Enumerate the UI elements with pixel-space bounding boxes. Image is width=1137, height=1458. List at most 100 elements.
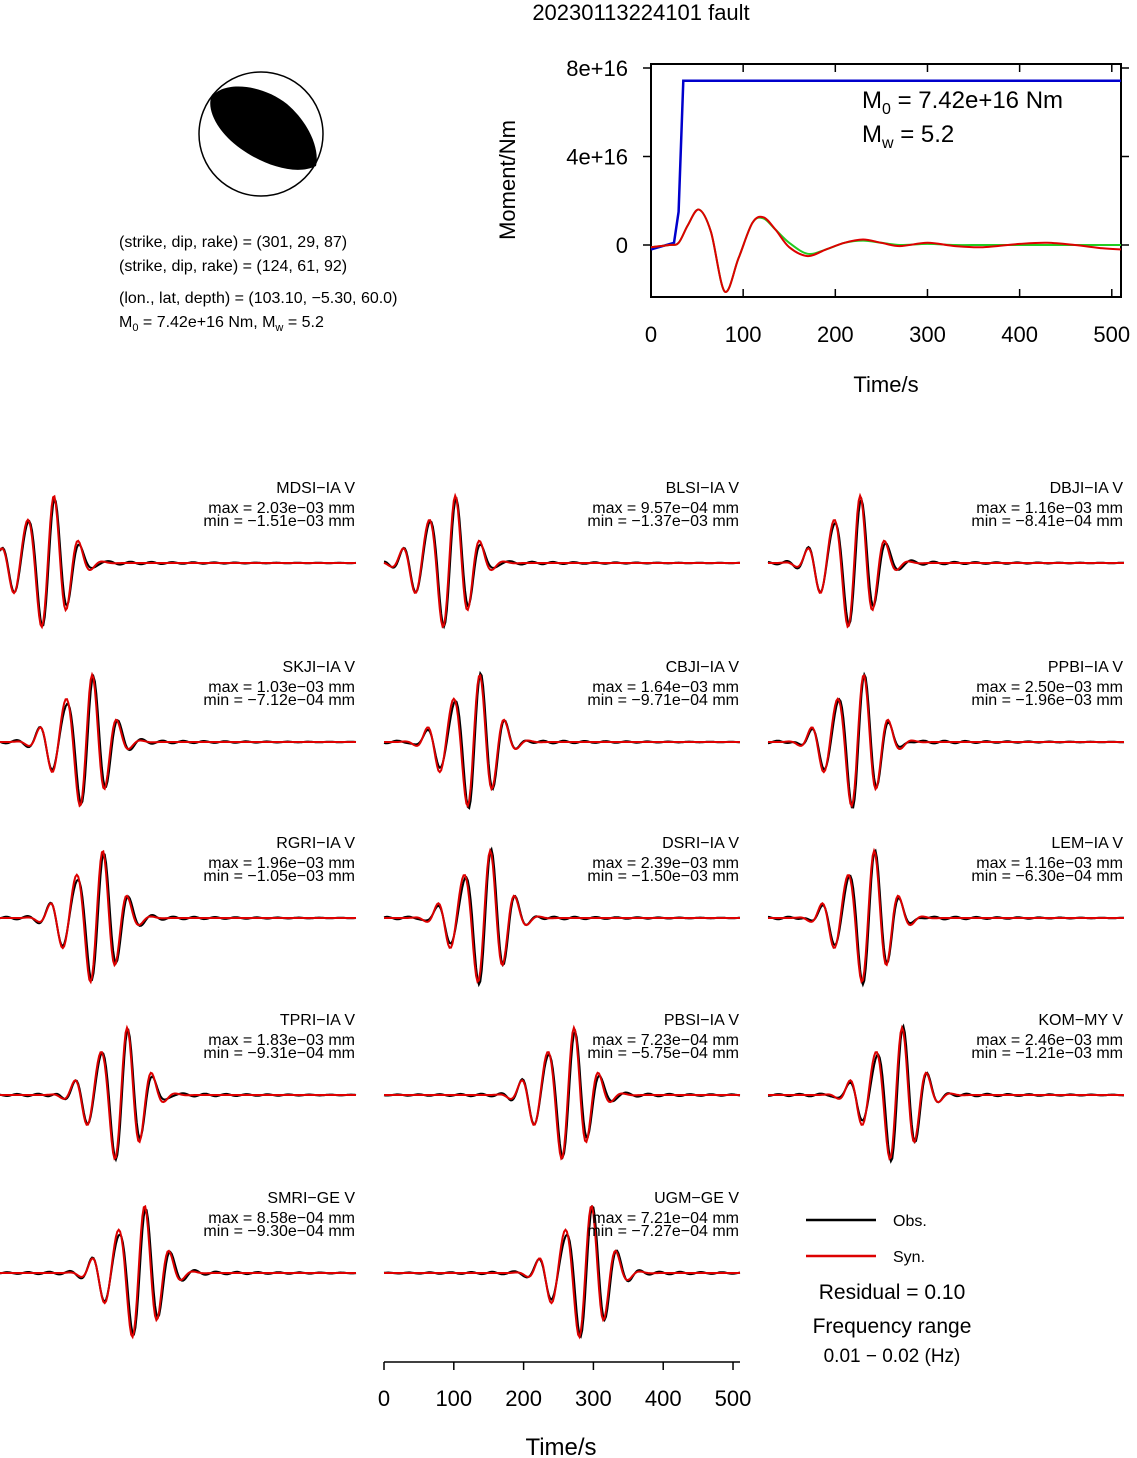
station-name: RGRI−IA V: [276, 835, 355, 852]
waveform-syn-trace: [768, 673, 1124, 809]
mw-subscript: w: [274, 322, 283, 334]
waveform-syn-trace: [0, 1204, 356, 1340]
mechanism-location: (lon., lat, depth) = (103.10, −5.30, 60.…: [119, 290, 397, 307]
station-min: min = −9.30e−04 mm: [203, 1223, 355, 1240]
waveform-x-tick-label: 400: [645, 1386, 682, 1411]
station-name: TPRI−IA V: [280, 1012, 355, 1029]
station-max: max = 2.50e−03 mm: [976, 679, 1123, 696]
moment-subscript: 0: [132, 322, 138, 334]
waveform-x-tick-label: 0: [378, 1386, 390, 1411]
moment-x-axis: 0 100 200 300 400 500: [645, 64, 1130, 347]
waveform-x-tick-label: 500: [715, 1386, 752, 1411]
station-max: max = 2.46e−03 mm: [976, 1032, 1123, 1049]
station-name: SMRI−GE V: [267, 1190, 355, 1207]
waveform-syn-trace: [0, 494, 356, 630]
moment-rate-chart: 0 100 200 300 400 500 0 4e+16 8e+16 Time/s Mome…: [495, 56, 1130, 397]
station-min: min = −9.71e−04 mm: [587, 692, 739, 709]
moment-series-cumulative: [650, 79, 1121, 251]
moment-x-tick-label: 200: [817, 322, 854, 347]
station-name: KOM−MY V: [1038, 1012, 1123, 1029]
station-min: min = −8.41e−04 mm: [971, 513, 1123, 530]
moment-annotation-m0: M0 = 7.42e+16 Nm: [862, 87, 1063, 118]
moment-x-tick-label: 100: [725, 322, 762, 347]
moment-series-syn: [650, 208, 1122, 293]
moment-x-tick-label: 300: [909, 322, 946, 347]
waveform-syn-trace: [384, 1024, 740, 1161]
station-min: min = −1.96e−03 mm: [971, 692, 1123, 709]
station-name: UGM−GE V: [654, 1190, 739, 1207]
mechanism-plane1: (strike, dip, rake) = (301, 29, 87): [119, 234, 347, 251]
station-min: min = −1.05e−03 mm: [203, 868, 355, 885]
waveform-legend: Obs. Syn. Residual = 0.10 Frequency rang…: [806, 1213, 971, 1367]
moment-annotation-mw: Mw = 5.2: [862, 121, 954, 152]
mechanism-plane2: (strike, dip, rake) = (124, 61, 92): [119, 258, 347, 275]
waveform-syn-trace: [383, 492, 740, 629]
station-max: max = 1.16e−03 mm: [976, 855, 1123, 872]
station-min: min = −1.37e−03 mm: [587, 513, 739, 530]
waveform-x-tick-label: 100: [435, 1386, 472, 1411]
waveform-x-axis: 0 100 200 300 400 500: [378, 1361, 752, 1411]
station-min: min = −7.12e−04 mm: [203, 692, 355, 709]
station-max: max = 1.64e−03 mm: [592, 679, 739, 696]
station-max: max = 8.58e−04 mm: [208, 1210, 355, 1227]
station-max: max = 9.57e−04 mm: [592, 500, 739, 517]
focal-mechanism-beachball: [198, 71, 324, 197]
moment-y-label: Moment/Nm: [495, 120, 520, 240]
waveform-syn-trace: [0, 1024, 356, 1161]
moment-value: = 7.42e+16 Nm, M: [138, 314, 275, 331]
station-max: max = 7.23e−04 mm: [592, 1032, 739, 1049]
station-max: max = 7.21e−04 mm: [592, 1210, 739, 1227]
moment-x-label: Time/s: [853, 372, 918, 397]
moment-plot-frame: [650, 63, 1122, 298]
station-min: min = −5.75e−04 mm: [587, 1045, 739, 1062]
moment-y-tick-label: 8e+16: [566, 56, 628, 81]
moment-series-group: [650, 79, 1122, 293]
frequency-range-label: Frequency range: [813, 1315, 972, 1338]
moment-x-tick-label: 500: [1093, 322, 1130, 347]
station-max: max = 1.96e−03 mm: [208, 855, 355, 872]
moment-x-tick-label: 0: [645, 322, 657, 347]
waveform-syn-trace: [384, 847, 740, 984]
figure-title: 20230113224101 fault: [532, 0, 749, 25]
mw-value: = 5.2: [283, 314, 324, 331]
waveform-x-tick-label: 200: [505, 1386, 542, 1411]
waveform-syn-trace: [0, 849, 356, 985]
station-min: min = −1.51e−03 mm: [203, 513, 355, 530]
station-name: BLSI−IA V: [666, 480, 740, 497]
waveform-syn-trace: [768, 1024, 1124, 1161]
legend-obs-label: Obs.: [893, 1213, 927, 1230]
beachball-compressional-quadrant: [210, 86, 317, 170]
station-name: SKJI−IA V: [283, 659, 356, 676]
frequency-range-value: 0.01 − 0.02 (Hz): [824, 1346, 961, 1367]
moment-y-axis: 0 4e+16 8e+16: [566, 56, 1129, 258]
moment-y-tick-label: 0: [616, 233, 628, 258]
residual-text: Residual = 0.10: [819, 1281, 966, 1304]
station-max: max = 1.03e−03 mm: [208, 679, 355, 696]
station-name: DSRI−IA V: [662, 835, 739, 852]
waveform-x-tick-label: 300: [575, 1386, 612, 1411]
station-min: min = −7.27e−04 mm: [587, 1223, 739, 1240]
moment-y-tick-label: 4e+16: [566, 145, 628, 170]
station-name: PBSI−IA V: [664, 1012, 739, 1029]
moment-x-tick-label: 400: [1001, 322, 1038, 347]
station-name: DBJI−IA V: [1050, 480, 1124, 497]
legend-syn-label: Syn.: [893, 1249, 925, 1266]
waveform-syn-trace: [768, 847, 1124, 984]
station-max: max = 1.16e−03 mm: [976, 500, 1123, 517]
moment-prefix: M: [119, 314, 132, 331]
station-max: max = 1.83e−03 mm: [208, 1032, 355, 1049]
station-max: max = 2.39e−03 mm: [592, 855, 739, 872]
station-min: min = −6.30e−04 mm: [971, 868, 1123, 885]
station-name: LEM−IA V: [1051, 835, 1123, 852]
